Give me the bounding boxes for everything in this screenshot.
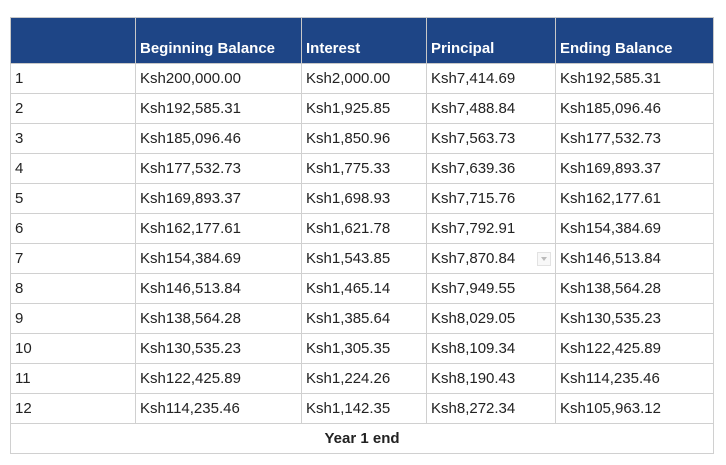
cell-ending-balance: Ksh105,963.12 <box>555 393 714 424</box>
cell-interest: Ksh1,385.64 <box>301 303 427 334</box>
cell-ending-balance: Ksh146,513.84 <box>555 243 714 274</box>
cell-ending-balance: Ksh192,585.31 <box>555 63 714 94</box>
cell-beginning-balance: Ksh162,177.61 <box>135 213 302 244</box>
cell-period: 4 <box>10 153 136 184</box>
table-row: 2 Ksh192,585.31 Ksh1,925.85 Ksh7,488.84 Ksh1… <box>10 93 714 124</box>
header-ending-balance: Ending Balance <box>555 17 714 64</box>
cell-beginning-balance: Ksh169,893.37 <box>135 183 302 214</box>
footer-row: Year 1 end <box>10 423 714 454</box>
cell-interest: Ksh1,850.96 <box>301 123 427 154</box>
header-interest: Interest <box>301 17 427 64</box>
header-principal: Principal <box>426 17 556 64</box>
cell-principal: Ksh8,109.34 <box>426 333 556 364</box>
cell-beginning-balance: Ksh177,532.73 <box>135 153 302 184</box>
cell-interest: Ksh2,000.00 <box>301 63 427 94</box>
cell-ending-balance: Ksh185,096.46 <box>555 93 714 124</box>
cell-interest: Ksh1,305.35 <box>301 333 427 364</box>
amortization-table: Beginning Balance Interest Principal End… <box>10 17 714 454</box>
cell-ending-balance: Ksh122,425.89 <box>555 333 714 364</box>
cell-period: 2 <box>10 93 136 124</box>
cell-period: 12 <box>10 393 136 424</box>
table-row: 3 Ksh185,096.46 Ksh1,850.96 Ksh7,563.73 Ksh1… <box>10 123 714 154</box>
cell-interest: Ksh1,465.14 <box>301 273 427 304</box>
cell-ending-balance: Ksh138,564.28 <box>555 273 714 304</box>
cell-beginning-balance: Ksh138,564.28 <box>135 303 302 334</box>
cell-principal: Ksh8,190.43 <box>426 363 556 394</box>
table-row: 11 Ksh122,425.89 Ksh1,224.26 Ksh8,190.43 Ksh… <box>10 363 714 394</box>
cell-beginning-balance: Ksh154,384.69 <box>135 243 302 274</box>
table-row: 7 Ksh154,384.69 Ksh1,543.85 Ksh7,870.84 Ksh1… <box>10 243 714 274</box>
table-row: 10 Ksh130,535.23 Ksh1,305.35 Ksh8,109.34 Ksh… <box>10 333 714 364</box>
cell-beginning-balance: Ksh130,535.23 <box>135 333 302 364</box>
table-row: 6 Ksh162,177.61 Ksh1,621.78 Ksh7,792.91 Ksh1… <box>10 213 714 244</box>
cell-period: 10 <box>10 333 136 364</box>
cell-interest: Ksh1,142.35 <box>301 393 427 424</box>
cell-ending-balance: Ksh177,532.73 <box>555 123 714 154</box>
cell-period: 1 <box>10 63 136 94</box>
cell-interest: Ksh1,925.85 <box>301 93 427 124</box>
cell-principal: Ksh7,488.84 <box>426 93 556 124</box>
header-beginning-balance: Beginning Balance <box>135 17 302 64</box>
cell-principal: Ksh7,563.73 <box>426 123 556 154</box>
cell-principal: Ksh8,272.34 <box>426 393 556 424</box>
cell-ending-balance: Ksh162,177.61 <box>555 183 714 214</box>
cell-beginning-balance: Ksh114,235.46 <box>135 393 302 424</box>
cell-ending-balance: Ksh154,384.69 <box>555 213 714 244</box>
cell-period: 11 <box>10 363 136 394</box>
cell-beginning-balance: Ksh200,000.00 <box>135 63 302 94</box>
cell-text: Ksh7,870.84 <box>431 250 516 267</box>
cell-interest: Ksh1,543.85 <box>301 243 427 274</box>
cell-period: 8 <box>10 273 136 304</box>
header-row: Beginning Balance Interest Principal End… <box>10 17 714 64</box>
cell-principal: Ksh8,029.05 <box>426 303 556 334</box>
cell-interest: Ksh1,775.33 <box>301 153 427 184</box>
cell-interest: Ksh1,698.93 <box>301 183 427 214</box>
cell-principal: Ksh7,639.36 <box>426 153 556 184</box>
table-row: 12 Ksh114,235.46 Ksh1,142.35 Ksh8,272.34 Ksh… <box>10 393 714 424</box>
cell-principal: Ksh7,792.91 <box>426 213 556 244</box>
cell-principal: Ksh7,715.76 <box>426 183 556 214</box>
cell-period: 6 <box>10 213 136 244</box>
cell-beginning-balance: Ksh192,585.31 <box>135 93 302 124</box>
cell-ending-balance: Ksh114,235.46 <box>555 363 714 394</box>
cell-principal: Ksh7,949.55 <box>426 273 556 304</box>
cell-beginning-balance: Ksh122,425.89 <box>135 363 302 394</box>
cell-principal: Ksh7,870.84 <box>426 243 556 274</box>
cell-ending-balance: Ksh169,893.37 <box>555 153 714 184</box>
header-period <box>10 17 136 64</box>
cell-principal: Ksh7,414.69 <box>426 63 556 94</box>
cell-period: 3 <box>10 123 136 154</box>
cell-ending-balance: Ksh130,535.23 <box>555 303 714 334</box>
cell-period: 9 <box>10 303 136 334</box>
cell-beginning-balance: Ksh185,096.46 <box>135 123 302 154</box>
table-row: 4 Ksh177,532.73 Ksh1,775.33 Ksh7,639.36 Ksh1… <box>10 153 714 184</box>
cell-period: 5 <box>10 183 136 214</box>
year-end-label: Year 1 end <box>10 423 714 454</box>
table-row: 8 Ksh146,513.84 Ksh1,465.14 Ksh7,949.55 Ksh1… <box>10 273 714 304</box>
cell-beginning-balance: Ksh146,513.84 <box>135 273 302 304</box>
cell-period: 7 <box>10 243 136 274</box>
table-row: 1 Ksh200,000.00 Ksh2,000.00 Ksh7,414.69 Ksh1… <box>10 63 714 94</box>
cell-interest: Ksh1,621.78 <box>301 213 427 244</box>
table-row: 9 Ksh138,564.28 Ksh1,385.64 Ksh8,029.05 Ksh1… <box>10 303 714 334</box>
cell-interest: Ksh1,224.26 <box>301 363 427 394</box>
table-row: 5 Ksh169,893.37 Ksh1,698.93 Ksh7,715.76 Ksh1… <box>10 183 714 214</box>
dropdown-arrow-icon[interactable] <box>537 252 551 266</box>
